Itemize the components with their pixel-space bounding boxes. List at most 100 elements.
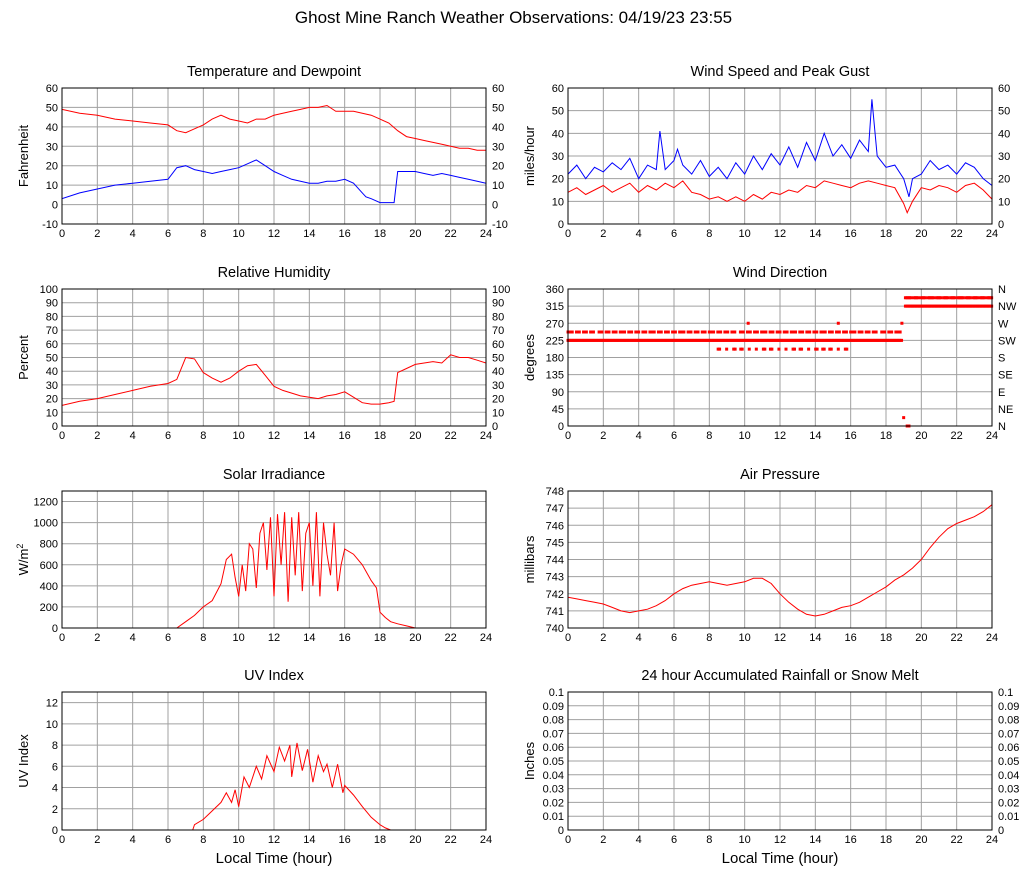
x-tick-label: 14 [303,834,315,846]
x-tick-label: 4 [636,632,642,644]
wind-direction-point [754,347,758,351]
series-line [62,159,486,204]
plot-frame [567,288,993,427]
y-tick-label: 12 [46,698,58,710]
y-tick-label: 30 [46,380,58,392]
wind-direction-point [829,347,833,351]
x-tick-label: 16 [845,632,857,644]
y-tick-label: 40 [46,122,58,134]
x-tick-label: 16 [845,430,857,442]
wind-direction-point [822,347,826,351]
chart-title: Solar Irradiance [223,467,325,483]
y-tick-label: 0.09 [543,701,564,713]
series-line [568,504,992,617]
y-axis-label-text: millibars [522,535,537,583]
x-tick-label: 22 [951,834,963,846]
wind-direction-point [837,330,841,334]
y-tick-label: 40 [552,128,564,140]
wind-direction-point [652,330,656,334]
y-tick-label: 6 [52,761,58,773]
chart-title: 24 hour Accumulated Rainfall or Snow Mel… [641,668,918,684]
x-tick-label: 24 [480,430,492,442]
x-tick-label: 4 [130,834,136,846]
x-tick-label: 14 [303,228,315,240]
wind-direction-point [785,330,789,334]
x-tick-label: 8 [200,632,206,644]
wind-direction-point [976,296,980,300]
y-tick-label: 743 [546,572,564,584]
y-axis-label-text: Percent [16,335,31,380]
wind-direction-point [961,296,965,300]
wind-direction-point [630,330,634,334]
right-y-tick-label: 60 [492,339,504,351]
x-tick-label: 6 [165,430,171,442]
x-tick-label: 14 [809,228,821,240]
right-y-tick-label: 10 [492,180,504,192]
plot-frame [567,691,993,831]
right-y-tick-label: 0 [998,825,1004,837]
right-y-tick-label: 50 [998,106,1010,118]
wind-direction-point [570,330,574,334]
x-tick-label: 0 [565,228,571,240]
y-tick-label: 20 [552,174,564,186]
series-line [62,742,486,831]
x-tick-label: 22 [445,834,457,846]
chart-title: Air Pressure [740,467,820,483]
x-tick-label: 18 [880,228,892,240]
plot-frame [61,87,487,225]
right-y-tick-label: 40 [492,122,504,134]
x-tick-label: 24 [480,632,492,644]
wind-direction-point [890,330,894,334]
y-tick-label: 50 [552,106,564,118]
x-tick-label: 2 [94,430,100,442]
wind-direction-point [800,347,804,351]
x-tick-label: 2 [600,430,606,442]
y-axis-label-text: degrees [522,334,537,381]
x-tick-label: 12 [774,228,786,240]
right-y-tick-label: 60 [998,83,1010,95]
right-y-tick-label: 0.07 [998,728,1019,740]
y-tick-label: 2 [52,804,58,816]
x-tick-label: 24 [986,228,998,240]
x-tick-label: 16 [339,632,351,644]
x-tick-label: 6 [671,834,677,846]
wind-direction-point [923,296,927,300]
y-tick-label: 20 [46,161,58,173]
right-y-tick-label: 0.05 [998,756,1019,768]
wind-direction-point [836,321,840,325]
y-tick-label: 4 [52,783,58,795]
right-y-tick-label: 0.08 [998,715,1019,727]
y-tick-label: 744 [546,555,564,567]
wind-direction-point [755,330,759,334]
wind-direction-point [844,330,848,334]
y-tick-label: 0.07 [543,728,564,740]
chart-rain: 24 hour Accumulated Rainfall or Snow Mel… [522,668,1019,867]
x-tick-label: 12 [774,430,786,442]
x-tick-label: 14 [809,632,821,644]
y-tick-label: 0 [558,421,564,433]
wind-direction-point [726,330,730,334]
wind-direction-point [916,296,920,300]
right-y-tick-label: 0.1 [998,687,1013,699]
compass-label: N [998,284,1006,296]
right-y-tick-label: 20 [492,394,504,406]
y-tick-label: 0.04 [543,770,564,782]
wind-direction-point [883,330,887,334]
y-tick-label: 0.06 [543,742,564,754]
x-tick-label: 0 [565,430,571,442]
x-tick-label: 8 [200,228,206,240]
right-y-tick-label: 0.09 [998,701,1019,713]
right-y-tick-label: 0 [998,219,1004,231]
wind-direction-point [830,330,834,334]
y-tick-label: 100 [40,284,58,296]
x-tick-label: 18 [880,834,892,846]
y-tick-label: 135 [546,370,564,382]
wind-direction-point [764,330,768,334]
wind-direction-point [968,296,972,300]
wind-direction-point [741,330,745,334]
x-tick-label: 10 [739,228,751,240]
y-axis-label-text: Inches [522,741,537,780]
